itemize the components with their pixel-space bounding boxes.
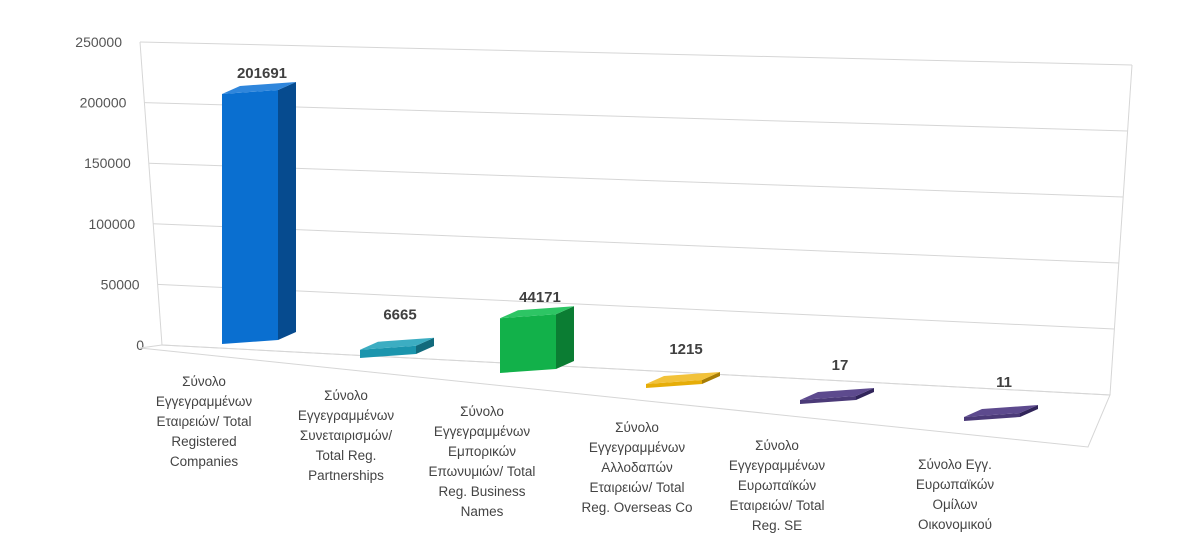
bar-top xyxy=(360,337,434,350)
bar-side xyxy=(556,306,574,369)
bar-side xyxy=(278,82,296,340)
category-label-line: Συνεταιρισμών/ xyxy=(300,428,393,443)
bar-front xyxy=(500,314,556,373)
category-label-line: Σύνολο xyxy=(755,438,799,453)
data-label: 11 xyxy=(996,374,1012,391)
y-tick-label: 0 xyxy=(136,337,144,353)
category-label-line: Επωνυμιών/ Total xyxy=(429,464,536,479)
category-label: Σύνολο Εγγεγραμμένων Συνεταιρισμών/Total R… xyxy=(298,388,395,483)
category-label-line: Εγγεγραμμένων xyxy=(729,458,826,473)
y-tick-label: 50000 xyxy=(101,276,140,292)
category-label-line: Σύνολο xyxy=(182,374,226,389)
category-label: Σύνολο Εγγεγραμμένων Αλλοδαπών Εταιρειών/ T… xyxy=(581,420,692,515)
category-label-line: Σύνολο xyxy=(615,420,659,435)
gridline xyxy=(144,102,1128,132)
category-label: Σύνολο Εγγεγραμμένων Εμπορικών Επωνυμιών/ T… xyxy=(429,404,536,519)
category-label-line: Σύνολο xyxy=(460,404,504,419)
category-label-line: Reg. Business xyxy=(438,484,525,499)
gridline xyxy=(157,283,1115,330)
y-axis-line xyxy=(139,41,163,346)
category-label-line: Σύνολο xyxy=(324,388,368,403)
y-tick-label: 250000 xyxy=(75,34,122,50)
data-label: 44171 xyxy=(519,289,561,306)
category-label-line: Εταιρειών/ Total xyxy=(157,414,252,429)
bar-top xyxy=(646,372,720,384)
category-label-line: Total Reg. xyxy=(316,448,377,463)
category-label-line: Partnerships xyxy=(308,468,384,483)
category-label-line: Εταιρειών/ Total xyxy=(730,498,825,513)
category-label: Σύνολο Εγγεγραμμένων Ευρωπαϊκών Εταιρειών/ … xyxy=(729,438,826,533)
gridline xyxy=(148,162,1124,198)
category-label-line: Names xyxy=(461,504,504,519)
category-label-line: Reg. Overseas Co xyxy=(581,500,692,515)
category-label-line: Reg. SE xyxy=(752,518,802,533)
data-label: 17 xyxy=(832,357,849,374)
category-label-line: Ευρωπαϊκών xyxy=(738,478,816,493)
bar-side xyxy=(416,337,434,354)
bar-side xyxy=(1020,405,1038,417)
y-tick-label: 150000 xyxy=(84,155,131,171)
category-label-line: Εγγεγραμμένων xyxy=(434,424,531,439)
y-tick-label: 200000 xyxy=(80,95,127,111)
category-label: Σύνολο Εγγ. Ευρωπαϊκών Ομίλων Οικονομικού xyxy=(916,457,994,532)
bar-front xyxy=(800,396,856,404)
category-label-line: Αλλοδαπών xyxy=(601,460,673,475)
gridline xyxy=(153,223,1119,264)
bar-front xyxy=(964,413,1020,421)
gridline xyxy=(139,41,1133,66)
category-label-line: Εμπορικών xyxy=(448,444,516,459)
chart-floor xyxy=(139,344,1111,448)
category-label-line: Οικονομικού xyxy=(918,517,992,532)
bar-top xyxy=(964,405,1038,417)
bar-front xyxy=(222,90,278,344)
bar-top xyxy=(800,388,874,400)
category-label-line: Σύνολο Εγγ. xyxy=(918,457,992,472)
category-label-line: Εταιρειών/ Total xyxy=(590,480,685,495)
right-wall-line xyxy=(1109,64,1133,396)
bar-front xyxy=(360,345,416,358)
bar-top xyxy=(222,82,296,94)
category-label-line: Εγγεγραμμένων xyxy=(156,394,253,409)
category-label-line: Εγγεγραμμένων xyxy=(589,440,686,455)
bar-top xyxy=(500,306,574,319)
bar-side xyxy=(702,372,720,384)
data-label: 1215 xyxy=(669,341,702,358)
category-label-line: Registered xyxy=(171,434,236,449)
category-label-line: Εγγεγραμμένων xyxy=(298,408,395,423)
category-label-line: Ευρωπαϊκών xyxy=(916,477,994,492)
data-label: 201691 xyxy=(237,65,287,82)
bar-front xyxy=(646,380,702,388)
category-label: Σύνολο Εγγεγραμμένων Εταιρειών/ Total Regis… xyxy=(156,374,253,469)
bar-side xyxy=(856,388,874,400)
data-label: 6665 xyxy=(383,307,416,324)
category-label-line: Ομίλων xyxy=(932,497,977,512)
category-label-line: Companies xyxy=(170,454,239,469)
y-tick-label: 100000 xyxy=(88,216,135,232)
